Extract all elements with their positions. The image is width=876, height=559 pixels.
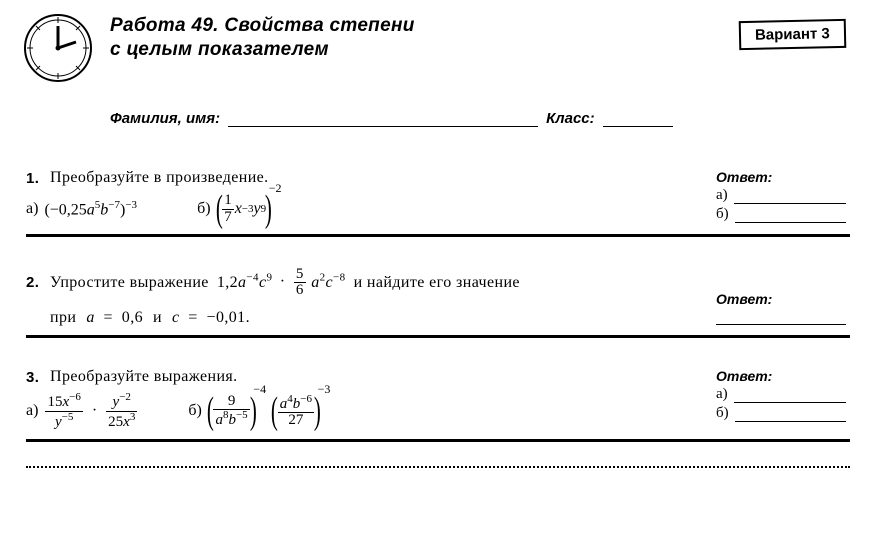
task-3a-expr: 15x−6 y−5 · y−2 25x3 — [44, 392, 138, 431]
answer-label: Ответ: — [716, 368, 846, 384]
answer-1a-field[interactable] — [734, 187, 846, 204]
answer-a-label: а) — [716, 187, 728, 204]
task-2-line2-pre: при — [50, 309, 76, 327]
task-3-prompt: Преобразуйте выражения. — [50, 368, 238, 386]
name-field[interactable] — [228, 110, 538, 127]
task-2-expr: 1,2a−4c9 · 56 a2c−8 — [217, 267, 346, 300]
task-2: Ответ: 2. Упростите выражение 1,2a−4c9 ·… — [26, 267, 850, 339]
task-1a-expr: (−0,25a5b−7)−3 — [44, 199, 137, 219]
worksheet-page: Работа 49. Свойства степени с целым пока… — [0, 0, 876, 559]
answer-b-label: б) — [716, 405, 729, 422]
task-3: 3. Преобразуйте выражения. Ответ: а) б) … — [26, 368, 850, 442]
task-2-prompt-pre: Упростите выражение — [50, 274, 209, 292]
task-2-prompt-post: и найдите его значение — [354, 274, 520, 292]
task-number: 3. — [26, 369, 50, 386]
task-3b-expr: ( 9 a8b−5 ) −4 ( a4b−6 27 ) — [208, 394, 333, 430]
sub-b-label: б) — [197, 200, 210, 218]
task-1: 1. Преобразуйте в произведение. Ответ: а… — [26, 169, 850, 237]
task-number: 1. — [26, 170, 50, 187]
answer-a-label: а) — [716, 386, 728, 403]
page-dotted-divider — [26, 466, 850, 468]
task-3-answers: Ответ: а) б) — [716, 368, 846, 422]
name-label: Фамилия, имя: — [110, 110, 220, 127]
answer-b-label: б) — [716, 206, 729, 223]
answer-1b-field[interactable] — [735, 206, 846, 223]
answer-3b-field[interactable] — [735, 405, 846, 422]
header: Работа 49. Свойства степени с целым пока… — [22, 12, 854, 84]
task-1b-expr: ( 17 x−3y9 ) −2 — [217, 193, 284, 226]
task-1-prompt: Преобразуйте в произведение. — [50, 169, 269, 187]
divider — [26, 234, 850, 237]
task-1-answers: Ответ: а) б) — [716, 169, 846, 223]
task-number: 2. — [26, 274, 50, 291]
answer-2-field[interactable] — [716, 309, 846, 326]
clock-icon — [22, 12, 94, 84]
name-row: Фамилия, имя: Класс: — [110, 110, 854, 127]
answer-label: Ответ: — [716, 291, 846, 307]
sub-b-label: б) — [188, 402, 201, 420]
sub-a-label: а) — [26, 402, 38, 420]
task-2-answers: Ответ: — [716, 291, 846, 326]
answer-label: Ответ: — [716, 169, 846, 185]
task-2-eq2: c = −0,01. — [172, 309, 250, 327]
divider — [26, 439, 850, 442]
tasks: 1. Преобразуйте в произведение. Ответ: а… — [22, 169, 854, 468]
task-2-and: и — [153, 309, 162, 327]
answer-3a-field[interactable] — [734, 386, 846, 403]
class-label: Класс: — [546, 110, 595, 127]
task-2-eq1: a = 0,6 — [86, 309, 143, 327]
variant-box: Вариант 3 — [739, 19, 846, 50]
sub-a-label: а) — [26, 200, 38, 218]
divider — [26, 335, 850, 338]
class-field[interactable] — [603, 110, 673, 127]
